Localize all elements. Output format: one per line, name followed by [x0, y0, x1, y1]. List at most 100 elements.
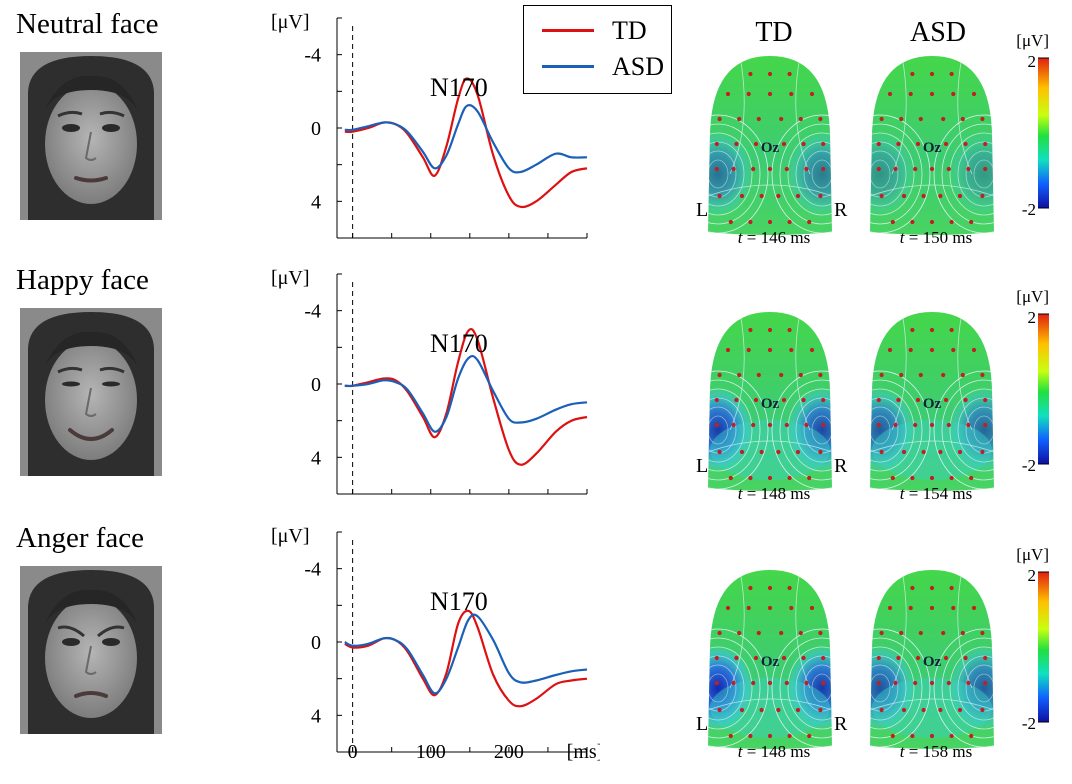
electrode-dot — [728, 733, 733, 739]
contour-line — [870, 673, 891, 703]
electrode-dot — [728, 219, 733, 225]
electrode-dot — [731, 680, 736, 686]
electrode-dot — [910, 327, 915, 333]
x-tick-label: 100 — [416, 741, 446, 763]
electrode-dot — [980, 372, 985, 378]
mouth-shape — [74, 691, 108, 698]
scalp-map-asd — [870, 56, 994, 235]
electrode-dot — [910, 585, 915, 591]
electrode-dot — [798, 116, 803, 122]
electrode-dot — [915, 655, 921, 661]
electrode-dot — [949, 733, 954, 739]
electrode-dot — [929, 166, 935, 172]
electrode-dot — [910, 71, 915, 77]
electrode-dot — [789, 605, 794, 611]
colorbar-unit: [μV] — [1016, 31, 1049, 50]
nose-shape — [84, 387, 97, 417]
contour-line — [729, 56, 745, 175]
electrode-label-oz: Oz — [761, 396, 780, 412]
electrode-dot — [787, 585, 792, 591]
electrode-dot — [779, 116, 784, 122]
electrode-dot — [876, 166, 881, 172]
series-line-td — [344, 328, 588, 466]
contour-line — [787, 388, 832, 472]
legend-entry-td: TD — [542, 16, 667, 46]
electrode-dot — [921, 449, 926, 455]
contour-line — [949, 646, 994, 730]
electrode-dot — [717, 116, 722, 122]
electrode-dot — [896, 141, 901, 147]
electrode-dot — [963, 655, 968, 661]
electrode-dot — [737, 372, 742, 378]
contour-line — [787, 132, 832, 216]
electrode-dot — [753, 397, 759, 403]
hairline-shape — [44, 331, 138, 368]
eye-left-shape — [62, 638, 80, 646]
colorbar-min-label: -2 — [1022, 456, 1036, 475]
contour-line — [973, 415, 994, 445]
contour-line — [795, 141, 832, 207]
electrode-dot — [801, 141, 806, 147]
electrode-dot — [789, 91, 794, 97]
brow-right-shape — [99, 366, 125, 374]
electrode-dot — [980, 707, 985, 713]
electrode-dot — [980, 449, 985, 455]
contour-line — [870, 132, 915, 216]
contour-line — [729, 312, 745, 431]
contour-line — [941, 637, 994, 739]
electrode-dot — [896, 397, 901, 403]
contour-line — [891, 312, 907, 431]
contour-line — [708, 655, 745, 721]
electrode-dot — [899, 630, 904, 636]
colorbar-unit: [μV] — [1016, 287, 1049, 306]
left-hemisphere-label: L — [696, 199, 708, 221]
negativity-left — [870, 644, 916, 732]
y-tick-label: 0 — [311, 118, 321, 140]
contour-line — [795, 397, 832, 463]
brow-right-shape — [99, 110, 125, 118]
series-line-asd — [344, 354, 588, 433]
electrode-dot — [929, 475, 935, 481]
scalp-topography-maps: Oz Oz L Rt = 148 ms t = 158 ms 2 -2 [μV] — [696, 545, 1049, 761]
electrode-dot — [756, 116, 761, 122]
electrode-dot — [951, 605, 956, 611]
contour-line — [957, 56, 973, 175]
row-title: Happy face — [16, 264, 149, 296]
electrode-dot — [767, 733, 773, 739]
electrode-dot — [776, 707, 781, 713]
electrode-dot — [756, 372, 761, 378]
x-axis-unit: [ms] — [567, 741, 600, 763]
contour-line — [870, 655, 907, 721]
electrode-dot — [731, 166, 736, 172]
face-stimulus-image — [20, 52, 162, 220]
contour-line — [708, 637, 761, 739]
electrode-dot — [893, 422, 898, 428]
electrode-label-oz: Oz — [923, 396, 942, 412]
electrode-dot — [725, 347, 731, 353]
electrode-dot — [728, 475, 733, 481]
electrode-dot — [966, 422, 971, 428]
electrode-dot — [804, 680, 809, 686]
electrode-dot — [748, 327, 753, 333]
nose-shape — [84, 131, 97, 161]
negativity-right — [948, 386, 994, 474]
face-shape — [45, 340, 137, 460]
electrode-dot — [807, 475, 812, 481]
electrode-dot — [781, 141, 787, 147]
electrode-dot — [748, 71, 753, 77]
legend-swatch-asd — [542, 65, 594, 68]
series-line-asd — [344, 104, 588, 174]
electrode-dot — [876, 141, 881, 147]
electrode-dot — [879, 116, 884, 122]
electrode-dot — [756, 630, 761, 636]
electrode-dot — [876, 655, 881, 661]
contour-line — [870, 698, 994, 711]
electrode-dot — [767, 219, 773, 225]
electrode-dot — [767, 327, 773, 333]
electrode-dot — [818, 193, 823, 199]
legend-label-td: TD — [612, 16, 647, 45]
contour-line — [779, 637, 832, 739]
electrode-dot — [767, 166, 773, 172]
contour-line — [811, 673, 832, 703]
